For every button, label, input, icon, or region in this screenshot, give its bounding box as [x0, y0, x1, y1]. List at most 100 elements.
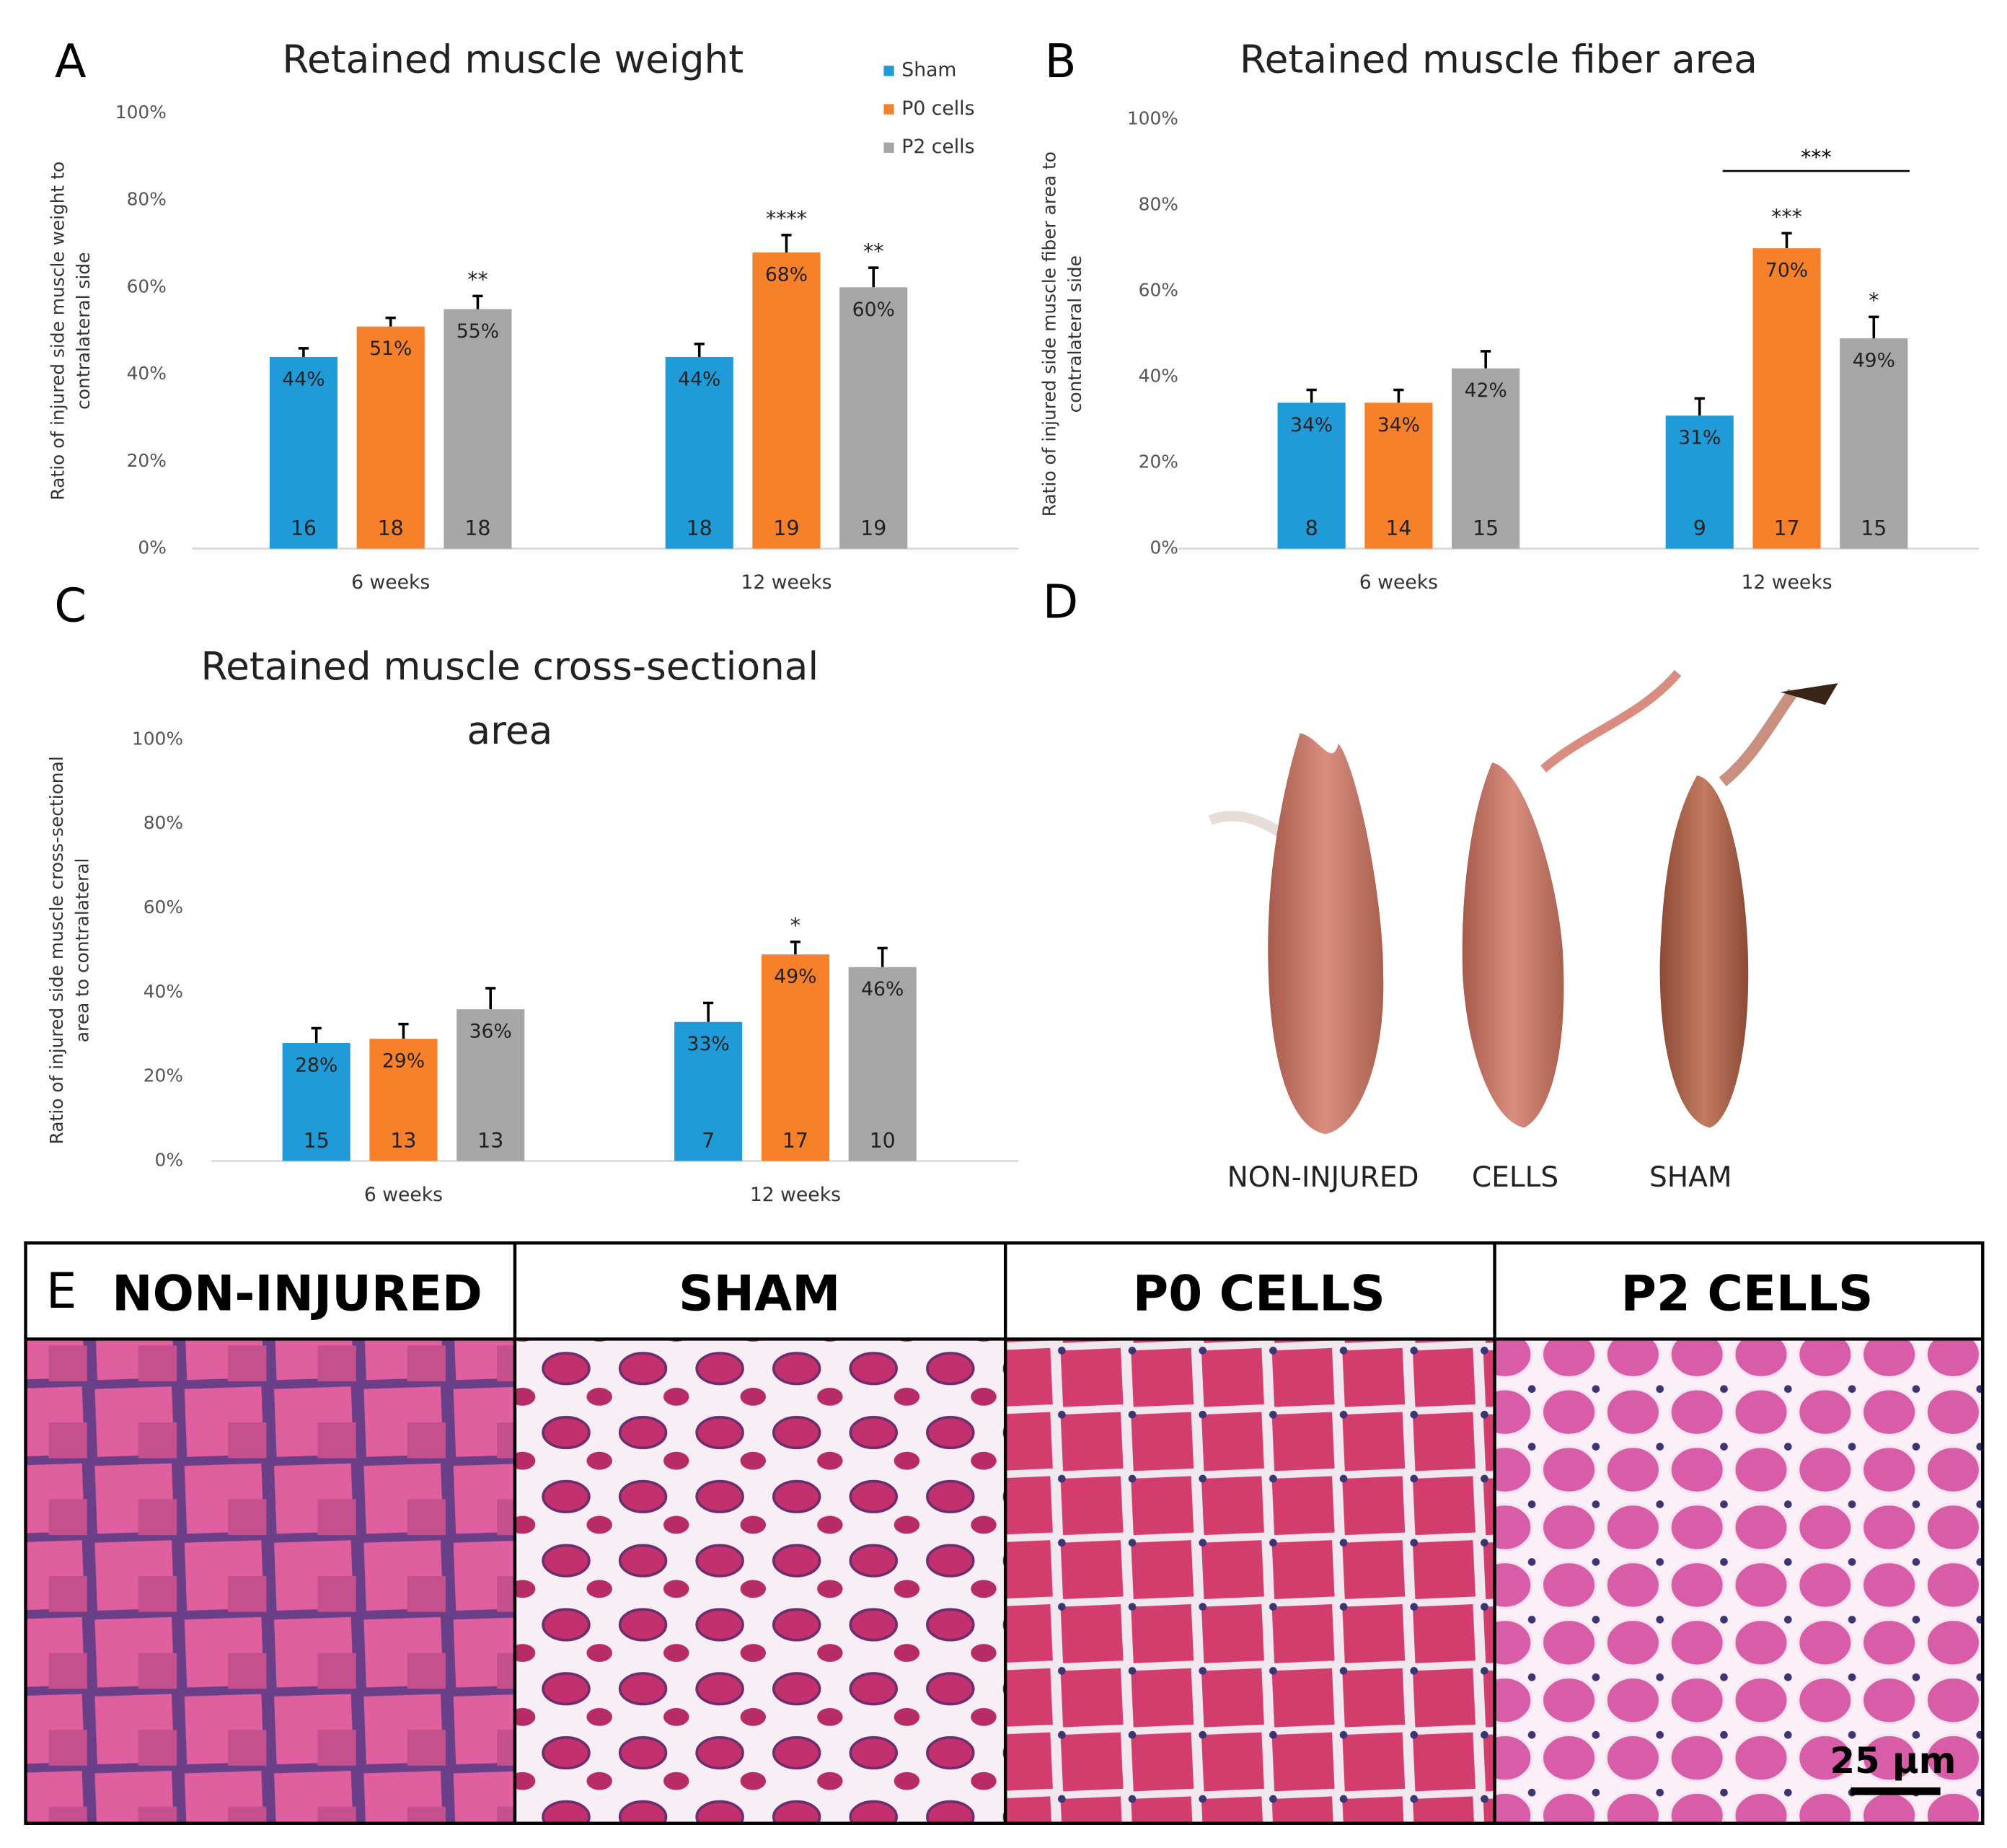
significance: ***	[1771, 205, 1802, 229]
y-tick-label: 0%	[138, 537, 166, 558]
y-tick-label: 100%	[132, 728, 183, 749]
column-header: NON-INJURED	[112, 1264, 482, 1321]
y-tick-label: 40%	[1139, 366, 1178, 387]
column-header: P2 CELLS	[1620, 1264, 1873, 1321]
bar	[1364, 402, 1433, 549]
y-axis-label: Ratio of injured side muscle fiber area …	[1038, 151, 1059, 516]
count-label: 13	[390, 1129, 416, 1153]
count-label: 14	[1385, 516, 1411, 540]
x-tick-label: 12 weeks	[1741, 571, 1832, 594]
y-tick-label: 20%	[127, 450, 167, 471]
legend-swatch	[883, 142, 894, 153]
bar	[282, 1042, 350, 1161]
significance: ***	[1801, 145, 1832, 169]
y-tick-label: 60%	[1139, 280, 1178, 301]
value-label: 55%	[456, 320, 499, 343]
x-tick-label: 6 weeks	[1359, 571, 1438, 594]
bar	[761, 954, 829, 1161]
bar	[752, 252, 821, 549]
specimen-label: CELLS	[1472, 1161, 1558, 1194]
legend-label: Sham	[901, 59, 956, 82]
panel-letter: A	[55, 35, 87, 89]
legend-swatch	[883, 66, 894, 76]
count-label: 15	[304, 1129, 330, 1153]
significance: **	[467, 268, 488, 291]
bar	[1277, 402, 1346, 549]
histology-panel	[24, 1241, 1985, 1825]
chart-title: Retained muscle weight	[282, 37, 744, 82]
y-tick-label: 60%	[144, 897, 183, 918]
value-label: 31%	[1678, 427, 1721, 449]
muscle-photo	[1208, 669, 1838, 1135]
panel-letter: C	[54, 580, 87, 633]
chart-title: Retained muscle cross-sectional	[200, 644, 819, 689]
count-label: 19	[860, 516, 886, 540]
bar	[848, 967, 917, 1161]
y-axis-label: contralateral side	[1064, 255, 1085, 413]
y-axis-label: Ratio of injured side muscle cross-secti…	[46, 756, 67, 1144]
specimen-label: SHAM	[1649, 1161, 1732, 1194]
count-label: 16	[291, 516, 317, 540]
y-tick-label: 40%	[144, 981, 183, 1002]
scale-bar-label: 25 µm	[1830, 1740, 1956, 1782]
bar	[839, 287, 908, 549]
legend-label: P0 cells	[901, 97, 974, 120]
chart-title: Retained muscle fiber area	[1240, 37, 1757, 82]
bar	[456, 1009, 525, 1161]
panel-letter: D	[1043, 576, 1078, 629]
significance: *	[1869, 289, 1879, 312]
count-label: 18	[464, 516, 490, 540]
chart-title: area	[467, 708, 552, 753]
bar	[444, 309, 512, 549]
value-label: 34%	[1290, 414, 1333, 436]
x-tick-label: 12 weeks	[741, 571, 832, 594]
value-label: 42%	[1465, 379, 1507, 402]
value-label: 44%	[678, 368, 720, 390]
bar	[674, 1021, 743, 1161]
panel-letter: E	[46, 1262, 77, 1319]
count-label: 13	[477, 1129, 503, 1153]
legend-label: P2 cells	[901, 136, 974, 158]
y-tick-label: 40%	[127, 363, 167, 384]
value-label: 28%	[295, 1054, 338, 1076]
value-label: 68%	[765, 263, 808, 286]
histology-image	[1005, 1339, 1495, 1823]
value-label: 33%	[687, 1033, 730, 1055]
column-header: SHAM	[679, 1264, 840, 1321]
y-axis-label: area to contralateral	[71, 858, 92, 1043]
histology-image	[25, 1339, 515, 1823]
panel-letter: B	[1045, 35, 1077, 89]
histology-image	[1494, 1339, 1983, 1823]
significance: *	[790, 913, 800, 937]
value-label: 36%	[469, 1021, 512, 1043]
significance: ****	[766, 207, 807, 231]
significance: **	[863, 239, 883, 263]
legend-swatch	[883, 104, 894, 115]
y-tick-label: 80%	[127, 189, 167, 210]
bar	[356, 326, 425, 549]
specimen-label: NON-INJURED	[1227, 1161, 1419, 1194]
count-label: 17	[782, 1129, 808, 1153]
x-tick-label: 12 weeks	[750, 1184, 841, 1206]
column-header: P0 CELLS	[1133, 1264, 1385, 1321]
count-label: 15	[1861, 516, 1887, 540]
histology-image	[514, 1339, 1006, 1823]
y-tick-label: 80%	[144, 812, 183, 833]
value-label: 49%	[1853, 350, 1895, 372]
y-tick-label: 20%	[1139, 452, 1178, 472]
bar	[665, 356, 733, 549]
count-label: 8	[1305, 516, 1318, 540]
value-label: 34%	[1377, 414, 1420, 436]
bar	[269, 356, 338, 549]
value-label: 29%	[382, 1050, 425, 1073]
y-tick-label: 0%	[155, 1150, 183, 1171]
bar	[1752, 248, 1821, 549]
y-tick-label: 100%	[1127, 108, 1178, 129]
count-label: 18	[378, 516, 404, 540]
count-label: 18	[687, 516, 713, 540]
x-tick-label: 6 weeks	[351, 571, 430, 594]
count-label: 9	[1693, 516, 1706, 540]
count-label: 19	[773, 516, 799, 540]
